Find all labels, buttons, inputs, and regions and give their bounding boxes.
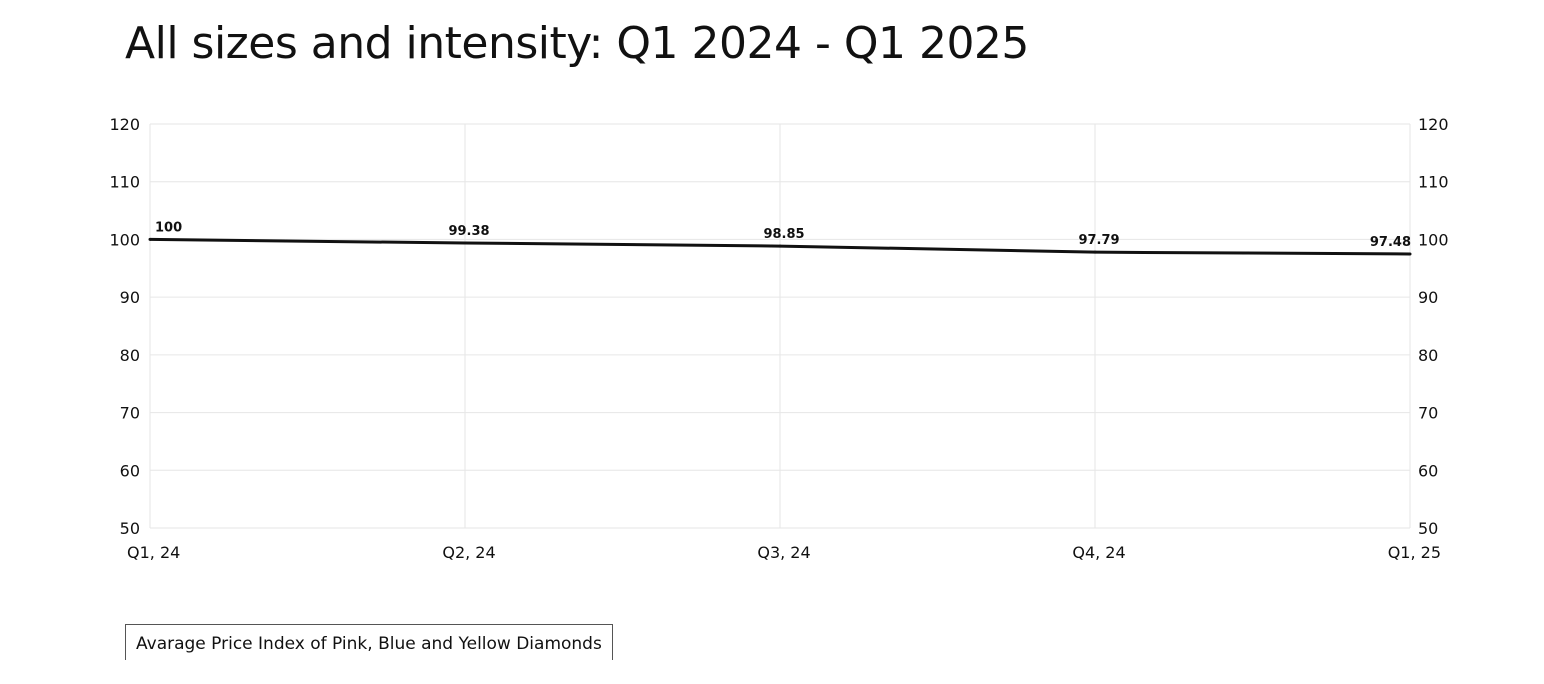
data-label: 98.85 xyxy=(763,227,804,242)
y-tick-label-left: 50 xyxy=(120,519,140,538)
x-tick-label: Q3, 24 xyxy=(757,543,810,562)
data-point xyxy=(778,244,782,248)
y-tick-label-left: 80 xyxy=(120,346,140,365)
chart-title: All sizes and intensity: Q1 2024 - Q1 20… xyxy=(125,18,1029,69)
x-tick-label: Q1, 25 xyxy=(1388,543,1441,562)
y-tick-label-right: 60 xyxy=(1418,461,1438,480)
data-labels: 100 99.38 98.85 97.79 97.48 xyxy=(155,220,1411,250)
y-tick-label-right: 90 xyxy=(1418,288,1438,307)
x-axis: Q1, 24 Q2, 24 Q3, 24 Q4, 24 Q1, 25 xyxy=(127,543,1441,562)
data-label: 99.38 xyxy=(448,224,489,239)
y-tick-label-right: 50 xyxy=(1418,519,1438,538)
y-tick-label-left: 110 xyxy=(109,173,140,192)
y-tick-label-right: 70 xyxy=(1418,404,1438,423)
y-tick-label-left: 60 xyxy=(120,461,140,480)
y-tick-label-right: 110 xyxy=(1418,173,1449,192)
x-tick-label: Q2, 24 xyxy=(442,543,495,562)
data-point xyxy=(1408,252,1412,256)
y-tick-label-left: 100 xyxy=(109,230,140,249)
y-axis-left: 120 110 100 90 80 70 60 50 xyxy=(109,115,140,538)
data-label: 97.48 xyxy=(1370,235,1411,250)
data-point xyxy=(148,237,152,241)
y-tick-label-right: 100 xyxy=(1418,230,1449,249)
data-point xyxy=(463,241,467,245)
data-label: 97.79 xyxy=(1078,233,1119,248)
x-tick-label: Q1, 24 xyxy=(127,543,180,562)
data-point xyxy=(1093,250,1097,254)
y-tick-label-left: 70 xyxy=(120,404,140,423)
data-label: 100 xyxy=(155,220,182,235)
series-layer xyxy=(148,237,1412,256)
legend: Avarage Price Index of Pink, Blue and Ye… xyxy=(125,624,613,660)
y-tick-label-left: 120 xyxy=(109,115,140,134)
y-tick-label-left: 90 xyxy=(120,288,140,307)
y-axis-right: 120 110 100 90 80 70 60 50 xyxy=(1418,115,1449,538)
x-tick-label: Q4, 24 xyxy=(1072,543,1125,562)
y-tick-label-right: 80 xyxy=(1418,346,1438,365)
grid-lines xyxy=(149,123,1411,529)
legend-series-label: Avarage Price Index of Pink, Blue and Ye… xyxy=(136,634,602,654)
y-tick-label-right: 120 xyxy=(1418,115,1449,134)
